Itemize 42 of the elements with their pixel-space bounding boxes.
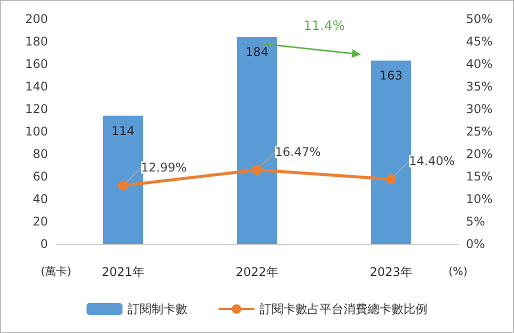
y-tick-label: 80 [32,147,48,161]
bar [237,37,277,244]
y-tick-label: 0 [40,237,48,251]
y2-tick-label: 30% [466,102,493,116]
x-tick-label: 2022年 [236,265,278,279]
y2-tick-label: 45% [466,34,493,48]
y-tick-label: 160 [25,57,48,71]
data-label: 114 [112,124,134,138]
point [252,164,262,175]
y2-tick-label: 0% [466,237,486,251]
y2-tick-label: 10% [466,192,493,206]
y-axis-title: (萬卡) [40,265,72,278]
data-label: 163 [380,68,402,83]
bar [103,116,143,244]
y-tick-label: 180 [25,34,48,48]
y-tick-label: 40 [32,192,48,206]
y-tick-label: 100 [25,124,48,138]
annotation: 11.4% [304,18,345,34]
y-tick-label: 140 [25,80,48,94]
y2-tick-label: 40% [466,57,493,71]
y2-tick-label: 15% [466,170,493,184]
y2-tick-label: 5% [466,214,486,228]
x-tick-label: 2021年 [102,265,144,279]
data-label: 12.99% [141,160,187,175]
y-tick-label: 120 [25,102,48,116]
y-tick-label: 60 [32,170,48,184]
legend-label: 訂閱制卡數 [128,302,188,316]
point [386,174,396,184]
data-label: 16.47% [275,144,321,159]
data-label: 14.40% [409,154,455,168]
y2-tick-label: 25% [466,124,493,138]
x-tick-label: 2023年 [370,265,412,279]
y-tick-label: 20 [32,214,48,228]
y2-tick-label: 35% [466,80,493,94]
data-label: 184 [246,45,268,59]
bar [371,60,411,244]
legend-label: 訂閱卡數占平台消費總卡數比例 [260,302,428,316]
y2-tick-label: 50% [466,12,493,26]
y2-tick-label: 20% [466,147,493,161]
y2-axis-title: (%) [448,265,468,278]
point [118,180,128,191]
y-tick-label: 200 [25,12,48,26]
